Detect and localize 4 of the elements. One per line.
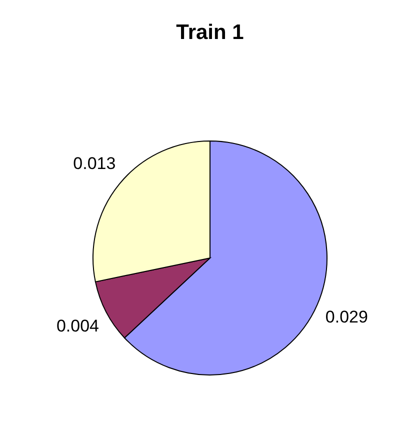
chart-title: Train 1 (176, 21, 244, 44)
data-label: 0.004 (56, 316, 99, 336)
data-label: 0.029 (325, 307, 368, 326)
data-label: 0.013 (73, 154, 116, 173)
